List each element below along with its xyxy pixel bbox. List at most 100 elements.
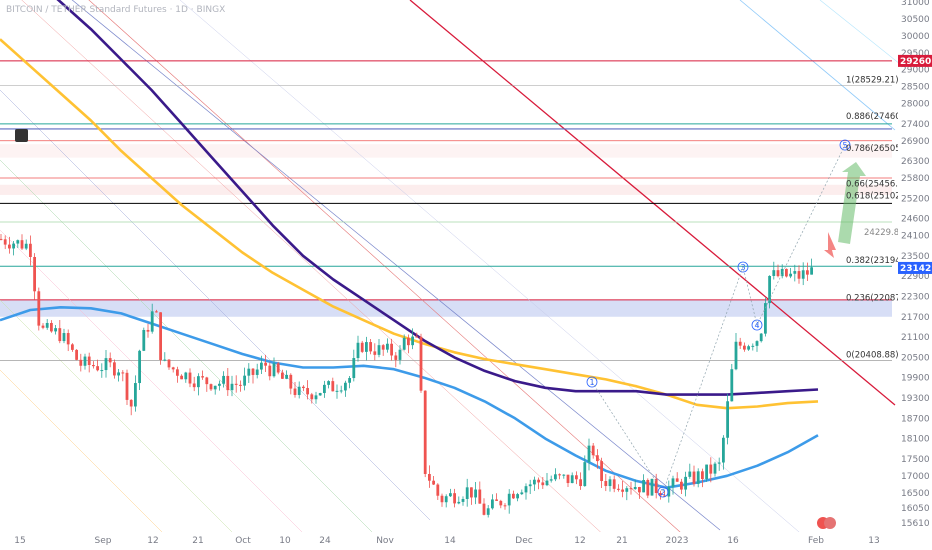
x-tick-label: 13 — [868, 536, 879, 546]
candle-body — [596, 455, 599, 462]
y-tick-label: 28000 — [901, 100, 930, 110]
us-flag-icon — [824, 517, 836, 529]
x-tick-label: Dec — [515, 536, 532, 546]
y-tick-label: 18100 — [901, 435, 930, 445]
candle-body — [696, 471, 700, 484]
x-tick-label: 21 — [192, 536, 203, 546]
candle-body — [318, 393, 322, 396]
candle-body — [453, 493, 456, 504]
y-tick-label: 15610 — [901, 519, 930, 529]
y-tick-label: 26900 — [901, 137, 930, 147]
candle-body — [192, 383, 196, 388]
candle-body — [138, 350, 141, 384]
candle-body — [440, 495, 444, 503]
candle-body — [461, 499, 465, 502]
y-tick-label: 25800 — [901, 174, 930, 184]
candle-body — [381, 345, 385, 350]
candle-body — [104, 358, 108, 371]
candle-body — [390, 343, 393, 356]
candle-body — [801, 270, 805, 279]
candle-body — [474, 489, 477, 498]
wave-label-circle — [751, 319, 763, 331]
candle-body — [491, 499, 494, 509]
candle-body — [621, 489, 624, 492]
candle-body — [302, 386, 305, 389]
candle-body — [272, 363, 276, 377]
x-axis-panel — [0, 532, 932, 550]
candle-body — [432, 480, 435, 485]
candle-body — [356, 342, 360, 359]
wave-label-circle — [586, 376, 598, 388]
candle-body — [617, 488, 620, 490]
candle-body — [747, 346, 750, 350]
fib-level-label: 0.786(26505.78) — [846, 144, 918, 154]
resistance-price-label: 29260.03 — [900, 57, 932, 67]
candle-body — [470, 487, 473, 498]
candle-body — [188, 372, 192, 384]
candle-body — [344, 382, 347, 391]
candle-body — [180, 375, 183, 380]
candle-body — [108, 358, 112, 363]
candle-body — [570, 475, 574, 484]
candle-body — [83, 356, 87, 366]
candle-body — [419, 336, 423, 391]
candle-body — [213, 385, 217, 390]
candle-body — [583, 462, 587, 487]
fib-level-label: 1(28529.21) — [846, 76, 899, 86]
candle-body — [575, 475, 578, 480]
candle-body — [176, 369, 179, 376]
candle-body — [503, 505, 507, 507]
candle-body — [633, 487, 637, 490]
candle-body — [499, 500, 503, 506]
fib-level-label: 0.886(27460.35) — [846, 112, 918, 122]
candle-body — [684, 476, 687, 490]
candle-body — [428, 473, 431, 481]
candle-body — [759, 333, 763, 342]
candle-body — [314, 395, 318, 400]
candle-body — [12, 243, 15, 249]
candle-body — [667, 486, 671, 497]
candle-body — [29, 243, 32, 257]
candle-body — [66, 333, 70, 345]
candle-body — [134, 383, 137, 407]
flag-marker-icon — [15, 129, 28, 142]
candle-body — [558, 474, 561, 476]
fib-level-label: 0.618(25102.67) — [846, 192, 918, 202]
candle-body — [625, 488, 629, 492]
bullish-projection-arrow — [838, 162, 866, 244]
candle-body — [218, 383, 221, 386]
y-tick-label: 31000 — [901, 0, 930, 8]
candle-body — [0, 238, 3, 240]
candle-body — [755, 341, 759, 346]
candle-body — [125, 372, 129, 400]
x-tick-label: 2023 — [666, 536, 689, 546]
candle-body — [764, 303, 767, 334]
candle-body — [705, 464, 708, 480]
candle-body — [486, 508, 490, 515]
candle-body — [423, 390, 427, 474]
channel-line — [0, 159, 391, 550]
candle-body — [222, 375, 225, 384]
candle-body — [709, 464, 713, 474]
moving-average-line — [56, 0, 819, 396]
candle-body — [100, 370, 104, 372]
candle-body — [411, 336, 414, 346]
candle-body — [281, 372, 284, 379]
candle-body — [650, 478, 654, 496]
candle-body — [230, 383, 234, 391]
y-tick-label: 29000 — [901, 66, 930, 76]
y-tick-label: 24100 — [901, 232, 930, 242]
y-tick-label: 27400 — [901, 120, 930, 130]
y-tick-label: 16050 — [901, 504, 930, 514]
chart-title: BITCOIN / TETHER Standard Futures · 1D ·… — [6, 5, 225, 15]
candle-body — [3, 239, 7, 245]
y-tick-label: 20500 — [901, 353, 930, 363]
candle-body — [348, 378, 351, 383]
candle-body — [612, 479, 616, 489]
candle-body — [37, 291, 41, 326]
candle-body — [478, 489, 482, 504]
y-tick-label: 16500 — [901, 489, 930, 499]
candle-body — [226, 375, 230, 391]
candle-body — [659, 493, 662, 496]
